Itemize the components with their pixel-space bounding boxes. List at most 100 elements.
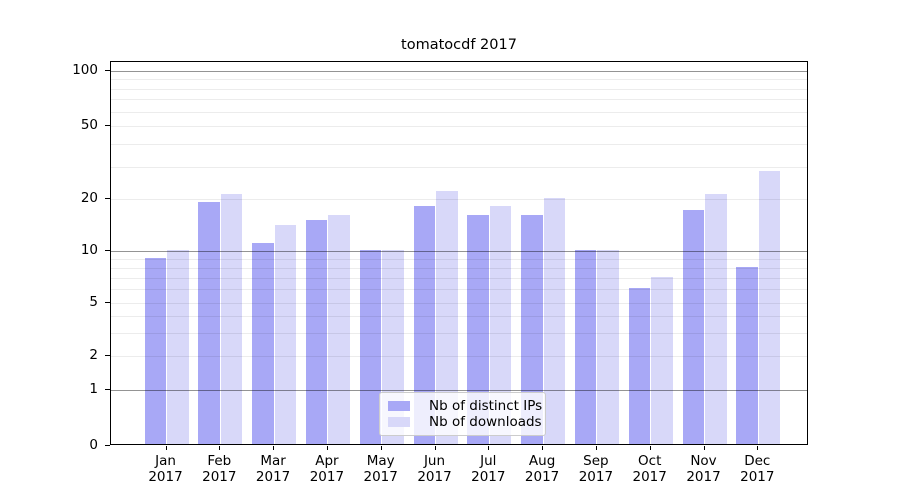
- bar-distinct-ips-feb: [198, 202, 220, 444]
- bar-downloads-nov: [705, 194, 727, 444]
- x-tick-month-sep: Sep: [583, 453, 609, 469]
- minor-gridline-80: [111, 88, 807, 90]
- x-tick-mark-jan: [165, 446, 167, 450]
- x-tick-month-aug: Aug: [528, 453, 556, 469]
- y-tick-mark-100: [105, 70, 110, 71]
- bar-distinct-ips-aug: [521, 214, 543, 444]
- minor-gridline-2: [111, 356, 807, 357]
- x-tick-mark-jul: [488, 446, 490, 450]
- bar-downloads-mar: [274, 224, 297, 444]
- bar-downloads-apr: [328, 214, 350, 444]
- x-tick-label-aug: Aug 2017: [510, 453, 574, 485]
- x-tick-month-feb: Feb: [207, 453, 232, 469]
- x-tick-year-nov: 2017: [686, 469, 721, 485]
- x-tick-year-oct: 2017: [632, 469, 667, 485]
- x-tick-year-feb: 2017: [202, 469, 237, 485]
- y-tick-label-5: 5: [89, 294, 98, 310]
- y-tick-label-50: 50: [80, 117, 98, 133]
- x-tick-month-may: May: [366, 453, 395, 469]
- bar-downloads-oct: [651, 276, 673, 444]
- bar-downloads-sep: [597, 250, 619, 444]
- y-tick-mark-50: [105, 125, 110, 126]
- minor-gridline-7: [111, 277, 807, 279]
- x-tick-year-may: 2017: [363, 469, 398, 485]
- x-tick-month-apr: Apr: [315, 453, 339, 469]
- minor-gridline-4: [111, 315, 807, 317]
- plot-area: [110, 61, 808, 445]
- y-tick-label-0: 0: [89, 437, 98, 453]
- x-tick-label-jul: Jul 2017: [456, 453, 520, 485]
- x-tick-label-feb: Feb 2017: [187, 453, 251, 485]
- y-tick-mark-1: [105, 389, 110, 390]
- bar-distinct-ips-apr: [305, 219, 328, 444]
- bar-distinct-ips-oct: [628, 288, 651, 444]
- x-tick-label-nov: Nov 2017: [672, 453, 736, 485]
- legend-swatch-distinct-ips: [388, 401, 410, 411]
- x-tick-mark-oct: [649, 446, 651, 450]
- x-tick-month-oct: Oct: [638, 453, 662, 469]
- minor-gridline-8: [111, 267, 807, 269]
- bar-downloads-jun: [436, 190, 458, 444]
- x-tick-mark-nov: [703, 446, 705, 450]
- x-tick-year-apr: 2017: [309, 469, 345, 485]
- y-tick-label-2: 2: [89, 347, 98, 363]
- minor-gridline-3: [111, 332, 807, 334]
- minor-gridline-60: [111, 111, 807, 113]
- x-tick-mark-aug: [542, 446, 544, 450]
- x-tick-month-jan: Jan: [155, 453, 176, 469]
- x-tick-year-jul: 2017: [471, 469, 506, 485]
- x-tick-label-sep: Sep 2017: [564, 453, 628, 485]
- minor-gridline-50: [111, 126, 807, 127]
- major-gridline-10: [111, 251, 807, 252]
- minor-gridline-90: [111, 79, 807, 81]
- legend-label-downloads: Nb of downloads: [429, 414, 542, 430]
- x-tick-mark-may: [380, 446, 382, 450]
- x-tick-label-dec: Dec 2017: [725, 453, 789, 485]
- y-tick-mark-20: [105, 198, 110, 200]
- minor-gridline-70: [111, 99, 807, 101]
- x-tick-label-jan: Jan 2017: [134, 453, 198, 485]
- x-tick-year-jun: 2017: [417, 469, 452, 485]
- minor-gridline-40: [111, 143, 807, 145]
- y-tick-label-10: 10: [80, 242, 98, 258]
- x-tick-mark-dec: [757, 446, 759, 450]
- bar-distinct-ips-nov: [682, 210, 704, 444]
- major-gridline-100: [111, 71, 807, 72]
- bar-downloads-jan: [167, 250, 189, 444]
- x-tick-label-apr: Apr 2017: [295, 453, 359, 485]
- minor-gridline-9: [111, 258, 807, 260]
- x-tick-year-mar: 2017: [255, 469, 291, 485]
- y-tick-mark-10: [105, 250, 110, 251]
- y-tick-label-100: 100: [72, 62, 98, 78]
- x-tick-label-oct: Oct 2017: [618, 453, 682, 485]
- x-tick-mark-jun: [434, 446, 436, 450]
- bar-distinct-ips-dec: [736, 266, 758, 444]
- x-tick-mark-apr: [326, 446, 328, 450]
- legend-item-distinct-ips: Nb of distinct IPs: [388, 398, 542, 414]
- x-tick-label-mar: Mar 2017: [241, 453, 305, 485]
- chart-title: tomatocdf 2017: [401, 37, 517, 53]
- x-tick-label-jun: Jun 2017: [403, 453, 467, 485]
- x-tick-month-mar: Mar: [260, 453, 286, 469]
- x-tick-year-dec: 2017: [740, 469, 775, 485]
- x-tick-year-sep: 2017: [578, 469, 614, 485]
- y-tick-mark-2: [105, 355, 110, 356]
- bar-downloads-aug: [543, 198, 566, 444]
- legend-item-downloads: Nb of downloads: [388, 414, 542, 430]
- y-tick-label-1: 1: [89, 381, 98, 397]
- x-tick-mark-sep: [595, 446, 597, 450]
- legend-label-distinct-ips: Nb of distinct IPs: [429, 398, 543, 414]
- bar-distinct-ips-sep: [574, 250, 597, 444]
- y-tick-mark-5: [105, 302, 110, 303]
- bar-distinct-ips-may: [359, 250, 382, 444]
- x-tick-month-nov: Nov: [690, 453, 717, 469]
- x-tick-month-dec: Dec: [744, 453, 771, 469]
- x-tick-year-aug: 2017: [524, 469, 560, 485]
- minor-gridline-30: [111, 166, 807, 168]
- major-gridline-1: [111, 390, 807, 391]
- y-tick-mark-0: [105, 445, 110, 446]
- minor-gridline-5: [111, 303, 807, 304]
- minor-gridline-20: [111, 199, 807, 201]
- bar-distinct-ips-jul: [467, 214, 489, 444]
